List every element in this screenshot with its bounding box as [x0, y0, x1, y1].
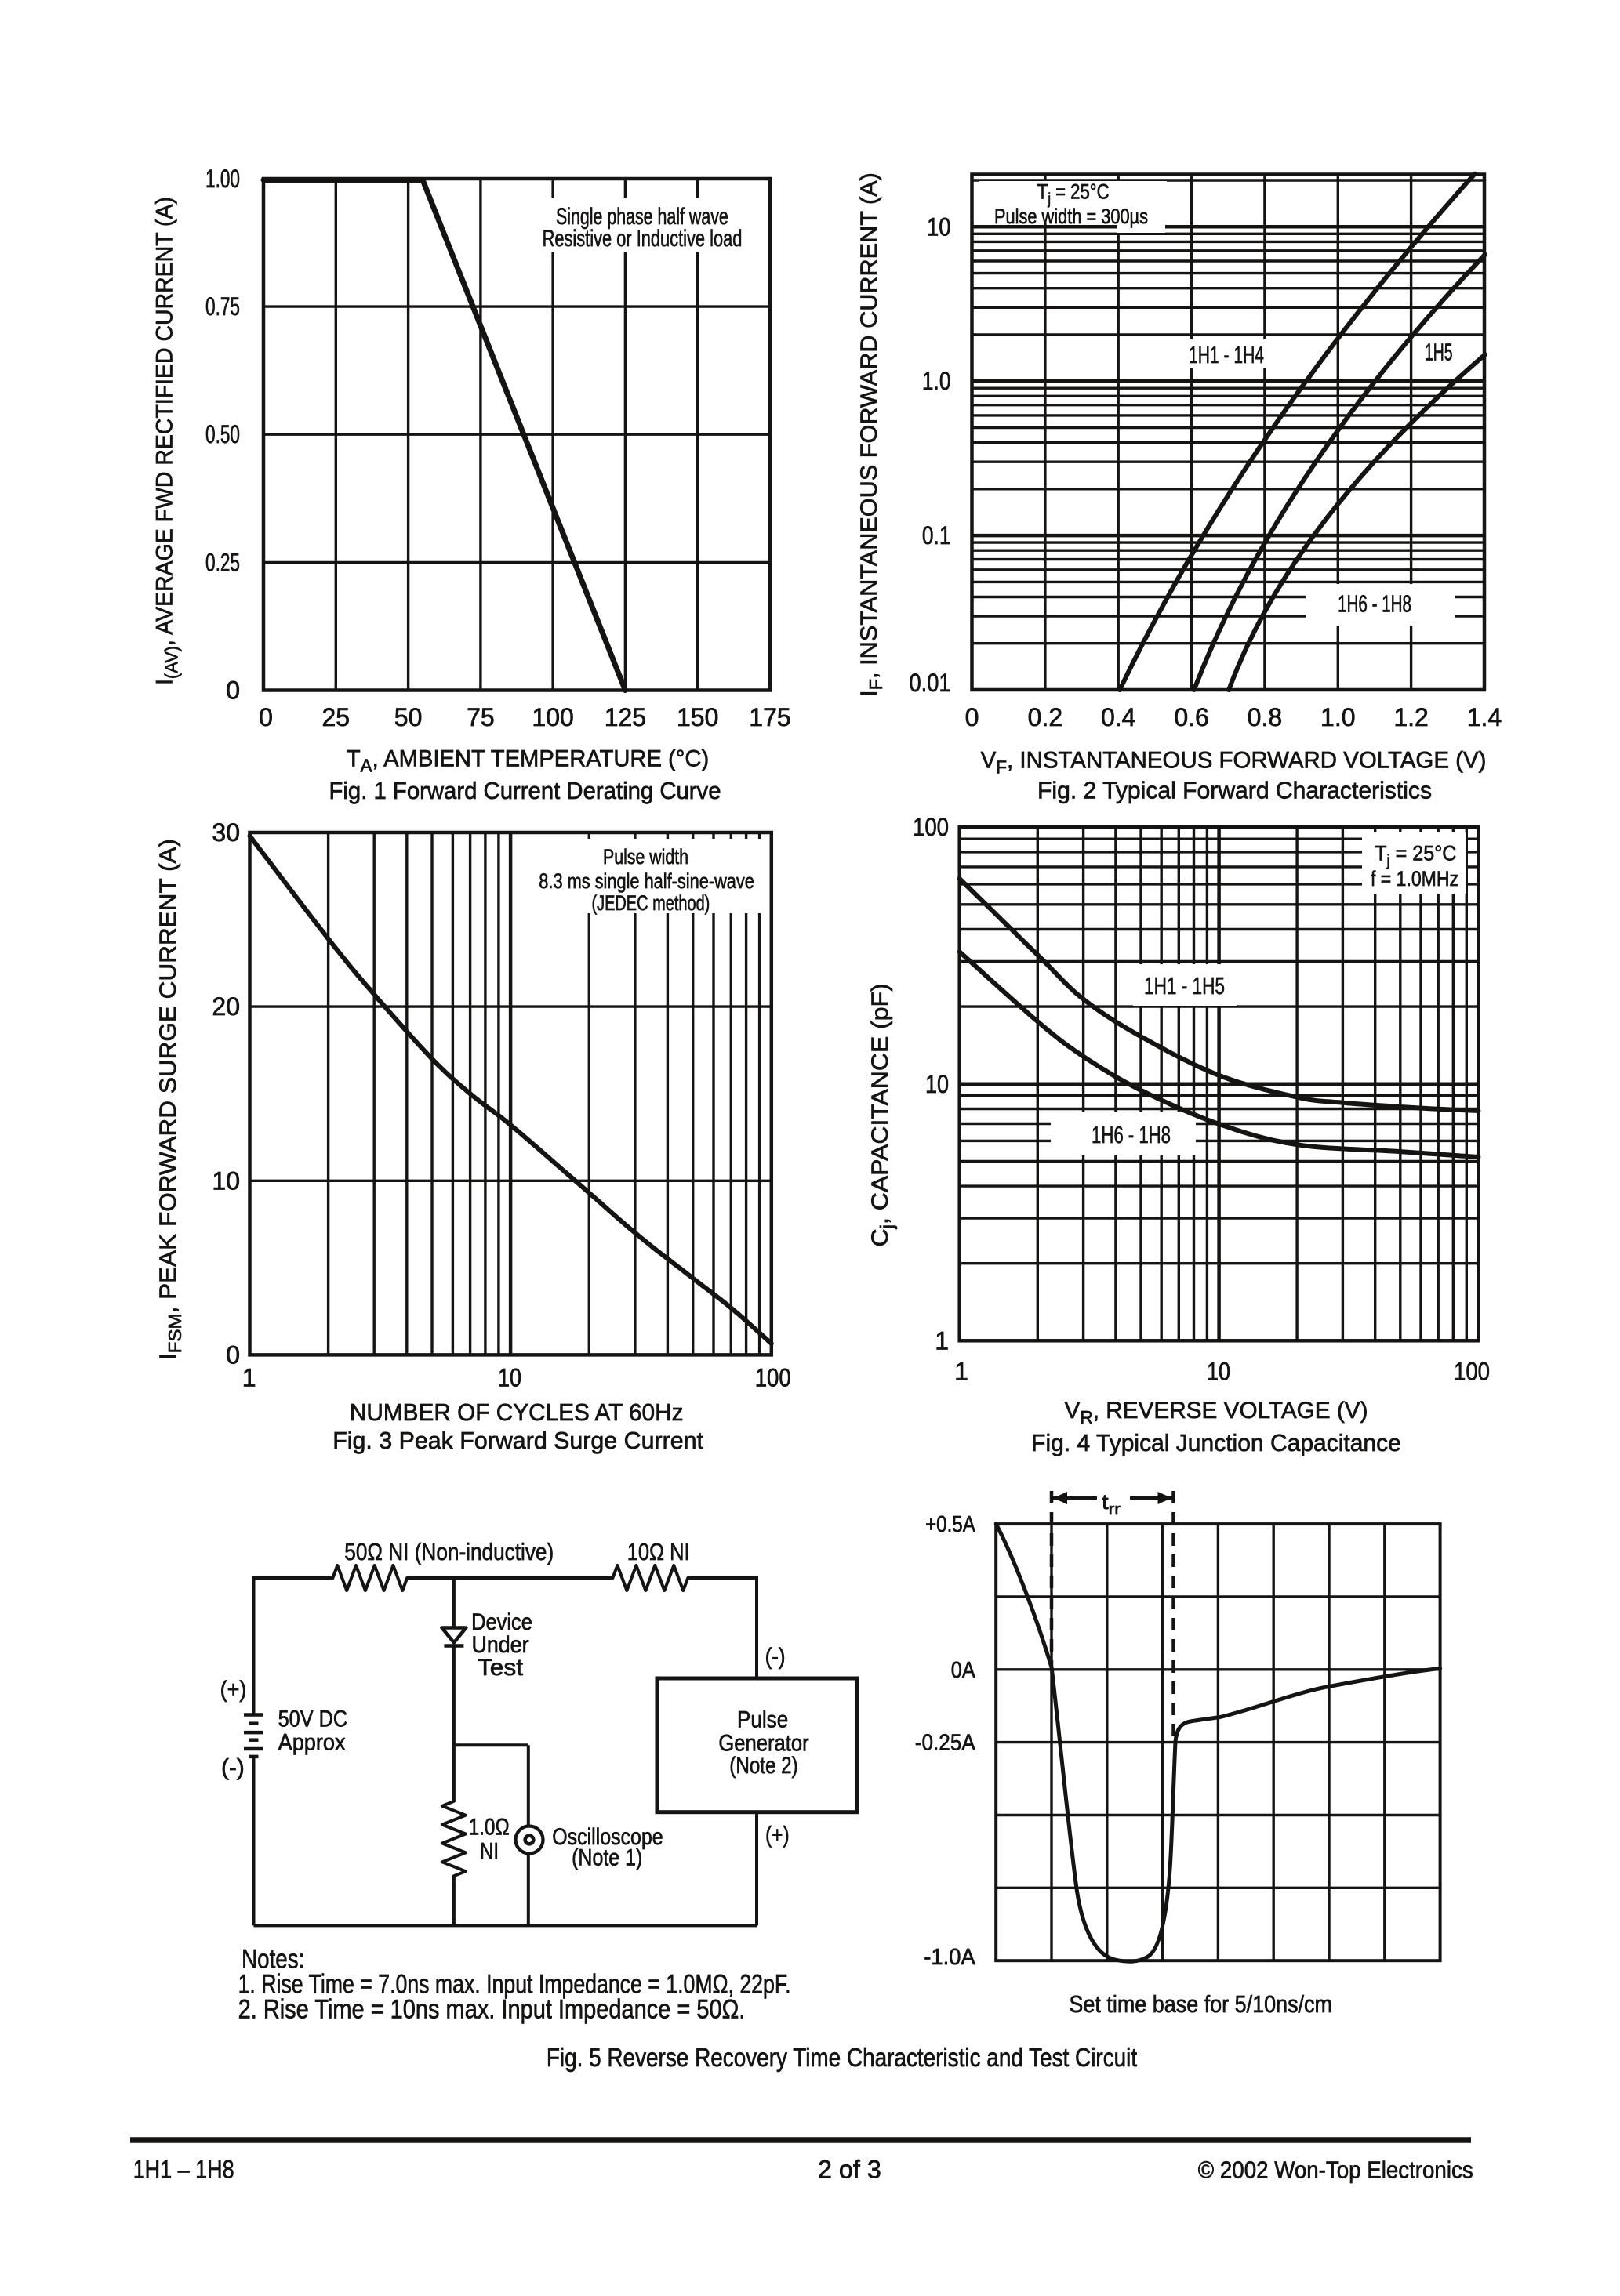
- svg-text:TA​, AMBIENT TEMPERATURE (°C): TA​, AMBIENT TEMPERATURE (°C): [347, 745, 709, 775]
- svg-text:100: 100: [755, 1364, 791, 1392]
- svg-text:1.0Ω: 1.0Ω: [469, 1815, 510, 1841]
- svg-text:8.3 ms single half-sine-wave: 8.3 ms single half-sine-wave: [539, 869, 754, 893]
- svg-text:Oscilloscope: Oscilloscope: [552, 1824, 663, 1850]
- svg-text:175: 175: [749, 703, 790, 731]
- svg-text:-0.25A: -0.25A: [915, 1731, 976, 1756]
- svg-text:Approx: Approx: [278, 1730, 346, 1756]
- svg-text:(+): (+): [220, 1677, 247, 1703]
- svg-text:1.4: 1.4: [1467, 703, 1502, 731]
- svg-text:Pulse width: Pulse width: [603, 845, 688, 869]
- svg-text:VR​, REVERSE VOLTAGE (V): VR​, REVERSE VOLTAGE (V): [1064, 1398, 1368, 1427]
- svg-text:1.0: 1.0: [922, 367, 951, 395]
- svg-text:2 of 3: 2 of 3: [818, 2155, 881, 2183]
- svg-text:0A: 0A: [951, 1658, 976, 1683]
- svg-text:10: 10: [498, 1364, 521, 1392]
- svg-text:+0.5A: +0.5A: [925, 1512, 975, 1537]
- svg-text:1H5: 1H5: [1425, 339, 1453, 366]
- svg-text:Cj​, CAPACITANCE (pF): Cj​, CAPACITANCE (pF): [866, 983, 898, 1246]
- svg-text:IF​, INSTANTANEOUS FORWARD CUR: IF​, INSTANTANEOUS FORWARD CURRENT (A): [856, 172, 886, 697]
- svg-text:20: 20: [212, 992, 240, 1021]
- svg-text:10: 10: [212, 1166, 240, 1195]
- svg-text:10: 10: [927, 212, 951, 241]
- svg-text:(-): (-): [765, 1644, 786, 1670]
- svg-text:Test: Test: [478, 1655, 524, 1681]
- svg-text:50Ω NI (Non-inductive): 50Ω NI (Non-inductive): [344, 1538, 554, 1565]
- svg-text:Under: Under: [472, 1632, 529, 1658]
- svg-text:0.6: 0.6: [1174, 703, 1208, 731]
- svg-text:25: 25: [322, 703, 351, 731]
- svg-text:© 2002 Won-Top Electronics: © 2002 Won-Top Electronics: [1198, 2156, 1473, 2183]
- svg-text:0: 0: [226, 1340, 240, 1369]
- svg-text:Tj​ = 25°C: Tj​ = 25°C: [1037, 181, 1110, 208]
- svg-text:2. Rise Time = 10ns max. Input: 2. Rise Time = 10ns max. Input Impedance…: [238, 1995, 746, 2025]
- svg-text:NI: NI: [480, 1839, 499, 1865]
- svg-text:I(AV)​, AVERAGE FWD RECTIFIED: I(AV)​, AVERAGE FWD RECTIFIED CURRENT (A…: [152, 197, 182, 685]
- svg-text:150: 150: [677, 703, 718, 731]
- svg-text:50V DC: 50V DC: [278, 1707, 348, 1732]
- svg-text:1H6 - 1H8: 1H6 - 1H8: [1092, 1121, 1171, 1148]
- svg-text:NUMBER OF CYCLES AT 60Hz: NUMBER OF CYCLES AT 60Hz: [350, 1398, 684, 1426]
- svg-text:Device: Device: [471, 1609, 532, 1635]
- svg-text:1: 1: [954, 1358, 968, 1386]
- svg-text:0.4: 0.4: [1101, 703, 1135, 731]
- svg-text:0: 0: [259, 703, 273, 731]
- svg-text:0.50: 0.50: [205, 420, 240, 448]
- svg-text:100: 100: [532, 703, 573, 731]
- svg-text:Single phase half wave: Single phase half wave: [556, 204, 728, 230]
- svg-text:100: 100: [913, 813, 949, 841]
- svg-text:0.75: 0.75: [205, 292, 240, 321]
- svg-text:Fig. 1 Forward Current Derati: Fig. 1 Forward Current Derating Curve: [329, 777, 721, 804]
- svg-text:75: 75: [467, 703, 495, 731]
- svg-text:125: 125: [605, 703, 646, 731]
- svg-text:0.1: 0.1: [922, 521, 951, 550]
- svg-text:0: 0: [226, 676, 240, 705]
- svg-text:30: 30: [212, 818, 240, 847]
- svg-text:IFSM​, PEAK FORWARD SURGE CURR: IFSM​, PEAK FORWARD SURGE CURRENT (A): [154, 839, 185, 1360]
- svg-text:Resistive or Inductive load: Resistive or Inductive load: [543, 226, 743, 252]
- svg-text:50: 50: [394, 703, 423, 731]
- svg-text:Fig. 2 Typical Forward Charac: Fig. 2 Typical Forward Characteristics: [1037, 777, 1432, 804]
- svg-text:1H1 - 1H4: 1H1 - 1H4: [1189, 341, 1264, 368]
- svg-text:1: 1: [242, 1364, 256, 1392]
- svg-text:1H6 - 1H8: 1H6 - 1H8: [1338, 590, 1411, 618]
- svg-text:(Note 1): (Note 1): [572, 1845, 642, 1871]
- svg-text:Pulse width = 300µs: Pulse width = 300µs: [994, 205, 1148, 228]
- svg-text:1.00: 1.00: [205, 165, 240, 193]
- svg-text:10Ω NI: 10Ω NI: [627, 1538, 690, 1565]
- svg-text:(+): (+): [765, 1823, 790, 1848]
- svg-text:(Note 2): (Note 2): [729, 1753, 797, 1779]
- svg-text:(JEDEC method): (JEDEC method): [591, 891, 710, 915]
- svg-text:1: 1: [935, 1326, 949, 1355]
- svg-text:0.8: 0.8: [1248, 703, 1282, 731]
- svg-text:0.25: 0.25: [205, 548, 240, 576]
- svg-text:Notes:: Notes:: [242, 1945, 304, 1975]
- svg-text:10: 10: [1207, 1358, 1230, 1386]
- svg-text:Fig. 4 Typical Junction Capac: Fig. 4 Typical Junction Capacitance: [1031, 1429, 1401, 1456]
- svg-text:Generator: Generator: [718, 1730, 808, 1756]
- svg-text:1H1 - 1H5: 1H1 - 1H5: [1144, 972, 1225, 999]
- svg-text:Pulse: Pulse: [737, 1707, 788, 1733]
- svg-text:VF​, INSTANTANEOUS FORWARD VOL: VF​, INSTANTANEOUS FORWARD VOLTAGE (V): [981, 747, 1487, 777]
- svg-text:1.2: 1.2: [1393, 703, 1428, 731]
- svg-text:f = 1.0MHz: f = 1.0MHz: [1371, 867, 1458, 890]
- svg-text:Set time base for 5/10ns/cm: Set time base for 5/10ns/cm: [1069, 1990, 1332, 2018]
- svg-text:1. Rise Time = 7.0ns max. Inpu: 1. Rise Time = 7.0ns max. Input Impedanc…: [238, 1970, 791, 2000]
- svg-text:trr​: trr​: [1102, 1491, 1121, 1518]
- svg-text:0: 0: [965, 703, 979, 731]
- svg-text:1.0: 1.0: [1320, 703, 1355, 731]
- svg-text:1H1 – 1H8: 1H1 – 1H8: [133, 2155, 234, 2183]
- svg-text:(-): (-): [221, 1754, 245, 1780]
- svg-text:0.01: 0.01: [910, 669, 951, 697]
- svg-text:100: 100: [1454, 1358, 1490, 1386]
- svg-text:0.2: 0.2: [1028, 703, 1062, 731]
- svg-text:10: 10: [925, 1070, 949, 1098]
- svg-text:Fig. 5 Reverse Recovery Time: Fig. 5 Reverse Recovery Time Characteris…: [547, 2043, 1137, 2072]
- svg-text:-1.0A: -1.0A: [924, 1945, 975, 1970]
- svg-text:Fig. 3 Peak Forward Surge Cur: Fig. 3 Peak Forward Surge Current: [332, 1427, 703, 1454]
